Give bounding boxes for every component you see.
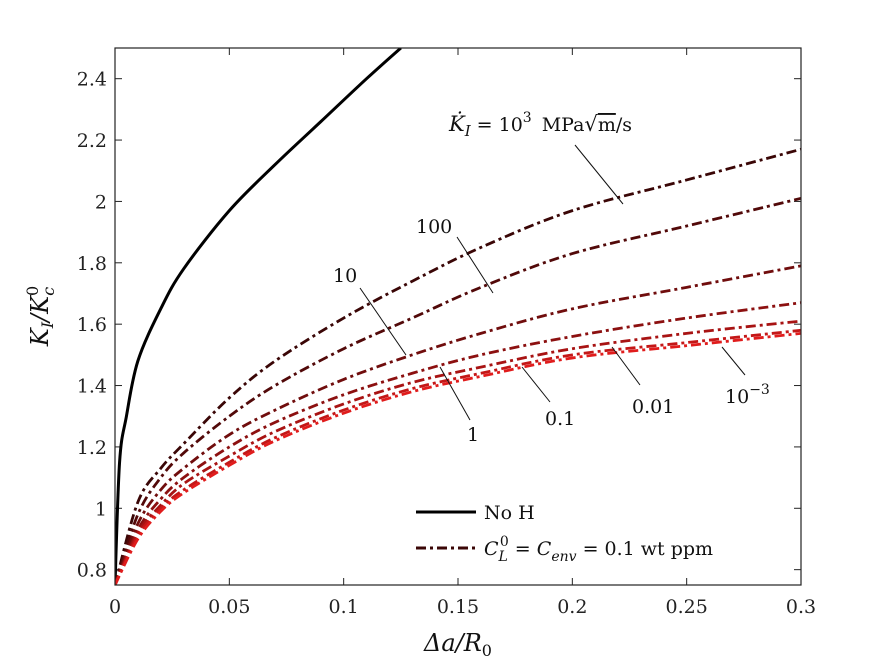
- series-line-1: [115, 301, 801, 585]
- y-tick-label: 0.8: [77, 560, 107, 582]
- label-100: 100: [416, 216, 452, 238]
- series-line-no-h: [115, 48, 402, 585]
- y-tick-label: 1.8: [77, 253, 107, 275]
- series-line-0-001: [115, 331, 801, 585]
- rate-annotation: K̇I = 103 MPa√m/s: [448, 110, 632, 140]
- series-layer: [115, 48, 801, 585]
- label-0-1: 0.1: [545, 408, 575, 430]
- x-tick-labels: 0 0.05 0.1 0.15 0.2 0.25 0.3: [109, 596, 816, 618]
- y-tick-label: 1: [95, 498, 107, 520]
- y-axis-title: KI/K0c: [23, 286, 58, 347]
- y-tick-labels: 0.8 1 1.2 1.4 1.6 1.8 2 2.2 2.4: [77, 69, 107, 582]
- x-tick-label: 0.15: [437, 596, 479, 618]
- series-line-1000: [115, 147, 801, 585]
- y-tick-label: 1.4: [77, 376, 107, 398]
- x-tick-label: 0: [109, 596, 121, 618]
- y-tick-label: 1.2: [77, 437, 107, 459]
- series-line-0-1: [115, 319, 801, 585]
- label-1e-3: 10−3: [725, 382, 770, 408]
- leader-1000: [574, 144, 624, 205]
- label-1: 1: [467, 424, 479, 446]
- plot-frame: [114, 47, 802, 586]
- label-0-01: 0.01: [632, 396, 674, 418]
- legend: No H CL0 = Cenv = 0.1 wt ppm: [416, 502, 713, 565]
- series-line-100: [115, 196, 801, 585]
- y-tick-label: 2: [95, 191, 107, 213]
- y-tick-label: 2.4: [77, 69, 107, 91]
- annotation-leaders: [359, 144, 746, 421]
- y-tick-label: 2.2: [77, 130, 107, 152]
- x-tick-label: 0.1: [329, 596, 359, 618]
- leader-1: [439, 366, 471, 421]
- label-10: 10: [333, 265, 357, 287]
- series-line-0-01: [115, 328, 801, 585]
- x-tick-label: 0.25: [666, 596, 708, 618]
- x-tick-label: 0.3: [786, 596, 816, 618]
- x-axis-title: Δa/R0: [423, 629, 492, 660]
- leader-10: [359, 287, 407, 356]
- legend-label-no-h: No H: [484, 502, 535, 524]
- legend-label-h: CL0 = Cenv = 0.1 wt ppm: [484, 534, 713, 565]
- leader-0-01: [611, 346, 641, 386]
- x-tick-label: 0.05: [208, 596, 250, 618]
- leader-0-1: [521, 366, 551, 403]
- leader-1e-3: [721, 346, 746, 376]
- series-line-10: [115, 264, 801, 585]
- leader-100: [456, 236, 494, 294]
- x-tick-label: 0.2: [557, 596, 587, 618]
- y-tick-label: 1.6: [77, 314, 107, 336]
